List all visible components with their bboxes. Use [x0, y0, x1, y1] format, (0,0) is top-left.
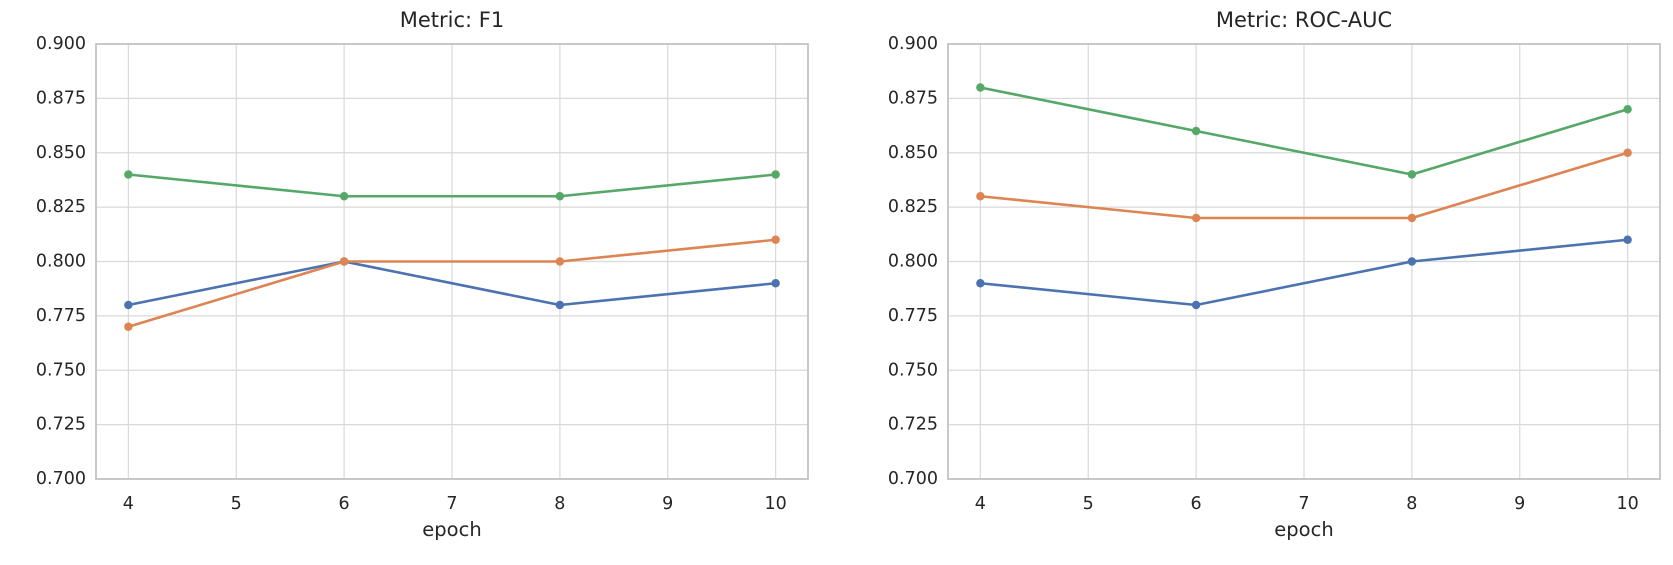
chart-title-roc-auc: Metric: ROC-AUC	[1215, 8, 1393, 32]
y-tick-label: 0.775	[888, 306, 938, 326]
x-tick-label: 5	[1083, 494, 1094, 514]
roc-auc-plot-svg: 0.700 0.725 0.750 0.775 0.800 0.825 0.850 0.875…	[888, 34, 1661, 514]
y-tick-label: 0.750	[888, 360, 938, 380]
x-tick-label: 8	[554, 494, 565, 514]
x-tick-label: 4	[123, 494, 134, 514]
x-axis-label-roc-auc: epoch	[1274, 518, 1334, 541]
y-tick-label: 0.825	[888, 197, 938, 217]
y-tick-label: 0.700	[36, 469, 86, 489]
x-tick-label: 10	[764, 494, 786, 514]
y-tick-label: 0.900	[36, 34, 86, 54]
x-tick-label: 6	[1191, 494, 1202, 514]
chart-f1: Metric: F1 0.700 0.725 0.750 0.775 0.800 0.82…	[0, 0, 836, 565]
x-tick-label: 7	[446, 494, 457, 514]
y-tick-label: 0.900	[888, 34, 938, 54]
y-tick-label: 0.700	[888, 469, 938, 489]
chart-title-f1: Metric: F1	[399, 8, 505, 32]
y-tick-label: 0.850	[888, 143, 938, 163]
x-tick-label: 9	[1514, 494, 1525, 514]
x-tick-label: 7	[1298, 494, 1309, 514]
x-tick-label: 6	[339, 494, 350, 514]
x-tick-label: 5	[231, 494, 242, 514]
x-tick-label: 9	[662, 494, 673, 514]
f1-plot-svg: 0.700 0.725 0.750 0.775 0.800 0.825 0.850 0.875…	[36, 34, 809, 514]
y-tick-label: 0.800	[36, 252, 86, 272]
y-tick-label: 0.725	[888, 415, 938, 435]
y-tick-label: 0.775	[36, 306, 86, 326]
y-tick-label: 0.800	[888, 252, 938, 272]
y-tick-label: 0.875	[888, 88, 938, 108]
x-tick-label: 10	[1616, 494, 1638, 514]
x-tick-label: 4	[975, 494, 986, 514]
y-tick-label: 0.850	[36, 143, 86, 163]
y-tick-label: 0.875	[36, 88, 86, 108]
y-tick-label: 0.825	[36, 197, 86, 217]
chart-roc-auc: Metric: ROC-AUC 0.700 0.725 0.750 0.775 0.80…	[837, 0, 1673, 565]
x-tick-label: 8	[1406, 494, 1417, 514]
x-axis-label-f1: epoch	[422, 518, 482, 541]
y-tick-label: 0.750	[36, 360, 86, 380]
y-tick-label: 0.725	[36, 415, 86, 435]
